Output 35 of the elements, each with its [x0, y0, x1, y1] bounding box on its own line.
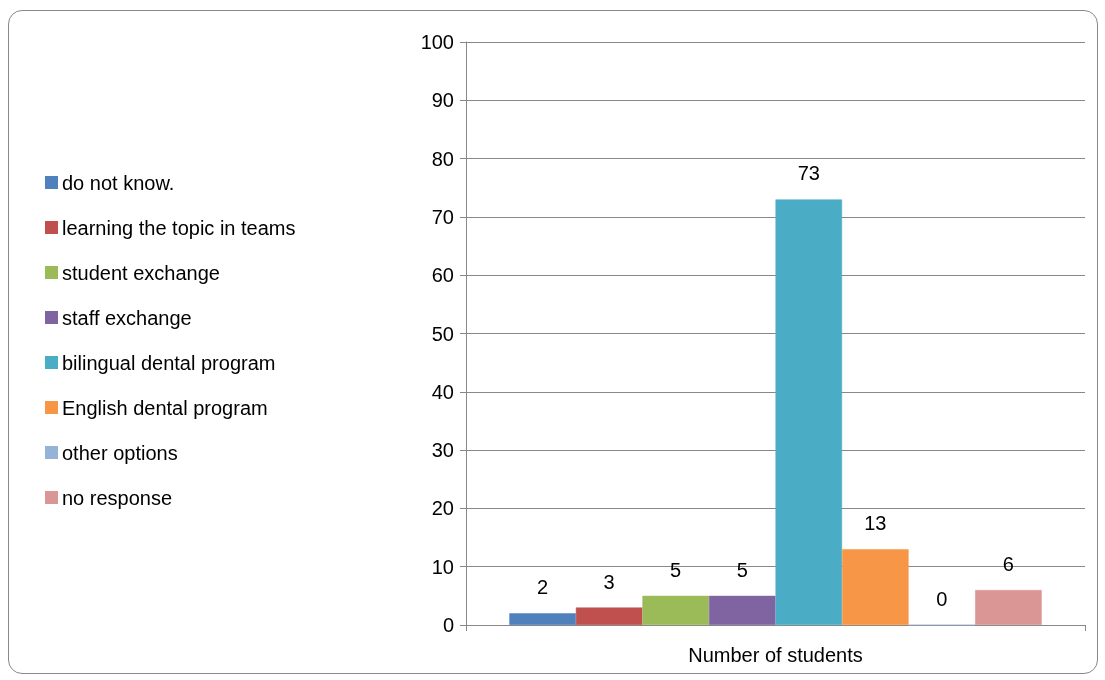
y-tick-label: 60 — [431, 264, 454, 287]
bar — [775, 199, 843, 625]
y-tick-label: 40 — [431, 380, 454, 403]
y-tick-label: 30 — [431, 439, 454, 462]
y-tick-label: 10 — [431, 555, 454, 578]
y-tick-label: 20 — [431, 497, 454, 520]
data-label: 13 — [864, 512, 887, 535]
y-tick-label: 50 — [431, 322, 454, 345]
bar — [575, 607, 643, 625]
data-label: 2 — [537, 576, 549, 599]
legend-label: learning the topic in teams — [62, 216, 296, 239]
legend-label: English dental program — [62, 396, 268, 419]
y-tick-label: 0 — [442, 614, 454, 636]
y-tick-label: 100 — [420, 31, 454, 53]
legend-label: other options — [62, 441, 178, 464]
legend-label: do not know. — [62, 171, 175, 194]
data-label: 6 — [1002, 553, 1014, 576]
legend-label: no response — [62, 486, 173, 509]
x-tick-label: Number of students — [688, 644, 863, 666]
bar — [509, 613, 576, 625]
bar — [842, 549, 909, 625]
legend-label: student exchange — [62, 261, 220, 284]
data-label: 5 — [670, 558, 682, 581]
y-tick-label: 70 — [431, 205, 454, 228]
data-label: 3 — [603, 570, 615, 593]
data-label: 5 — [736, 558, 748, 581]
bar — [708, 595, 776, 625]
legend-label: staff exchange — [62, 306, 192, 329]
data-label: 0 — [936, 587, 948, 610]
bar — [642, 595, 709, 625]
legend-label: bilingual dental program — [62, 351, 276, 374]
bar — [975, 590, 1042, 625]
y-tick-label: 90 — [431, 89, 454, 112]
data-label: 73 — [797, 162, 820, 185]
y-tick-label: 80 — [431, 147, 454, 170]
